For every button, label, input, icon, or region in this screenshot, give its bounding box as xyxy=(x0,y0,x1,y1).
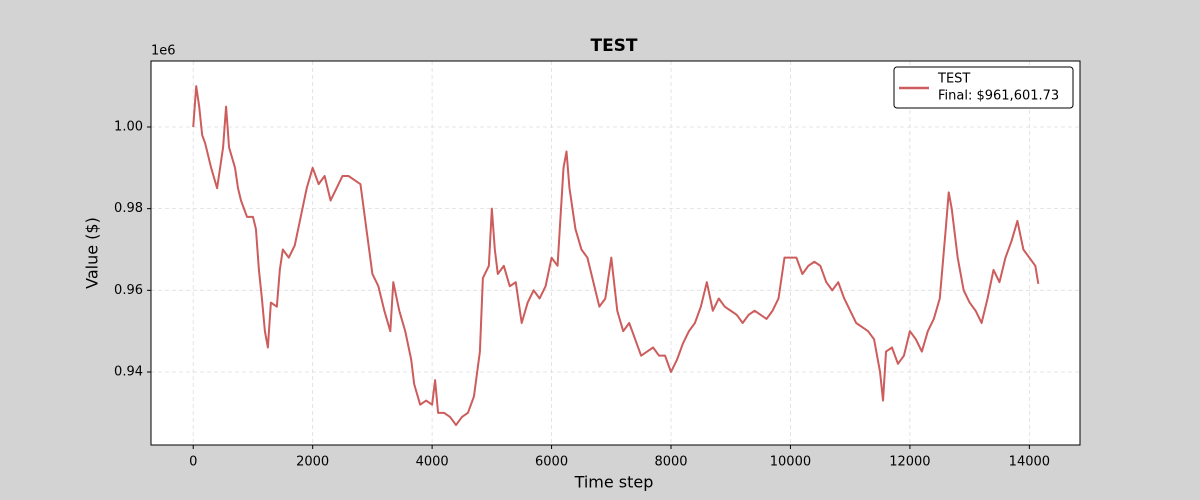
y-tick-label: 1.00 xyxy=(114,119,143,134)
y-axis-label: Value ($) xyxy=(83,217,102,289)
y-tick-label: 0.96 xyxy=(114,283,143,298)
x-tick-label: 0 xyxy=(189,455,197,470)
chart-title: TEST xyxy=(590,36,637,56)
legend-box xyxy=(893,66,1074,109)
x-axis-label: Time step xyxy=(574,473,654,492)
x-tick-label: 4000 xyxy=(416,455,449,470)
plot-frame xyxy=(150,60,1081,446)
y-tick-label: 0.94 xyxy=(114,364,143,379)
y-tick-label: 0.98 xyxy=(114,201,143,216)
x-tick-label: 12000 xyxy=(889,455,930,470)
x-tick-label: 10000 xyxy=(770,455,811,470)
y-offset-label: 1e6 xyxy=(151,44,176,59)
x-tick-label: 6000 xyxy=(535,455,568,470)
legend-label: TEST xyxy=(937,72,970,87)
x-tick-label: 8000 xyxy=(654,455,687,470)
legend: TEST Final: $961,601.73 xyxy=(893,66,1074,109)
x-tick-label: 2000 xyxy=(296,455,329,470)
plot-area xyxy=(151,61,1080,445)
legend-final: Final: $961,601.73 xyxy=(938,89,1059,104)
data-line xyxy=(192,85,1040,427)
x-tick-label: 14000 xyxy=(1009,455,1050,470)
